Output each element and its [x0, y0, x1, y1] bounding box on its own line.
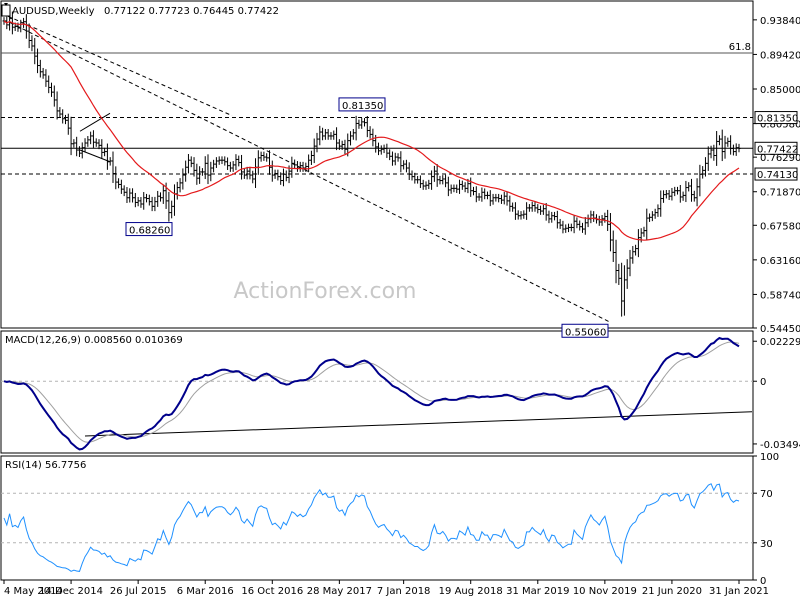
price-y-tick-label: 0.54450 [760, 324, 800, 335]
rsi-y-tick-label: 70 [760, 489, 773, 500]
rsi-y-tick-label: 100 [760, 452, 779, 463]
price-y-tick-label: 0.85000 [760, 85, 800, 96]
pattern-line [79, 112, 111, 132]
price-annotation-box [561, 323, 609, 338]
price-annotation: 0.68260 [129, 226, 170, 237]
pane-frame-macd [0, 330, 754, 454]
price-y-tick-label: 0.67580 [760, 221, 800, 232]
price-y-tick-label: 0.93840 [760, 16, 800, 27]
x-tick-label: 6 Mar 2016 [177, 586, 234, 597]
price-annotation-box [125, 222, 173, 237]
price-y-tick-label: 0.58740 [760, 290, 800, 301]
watermark: ActionForex.com [234, 279, 417, 304]
x-tick-label: 21 Jun 2020 [642, 586, 702, 597]
macd-y-tick-label: 0 [760, 377, 766, 388]
pane-frame-rsi [0, 455, 754, 581]
level-label-box [754, 111, 798, 125]
fibo-label: 61.8 [729, 42, 751, 53]
macd-trendline [84, 411, 753, 437]
level-label: 0.74130 [757, 170, 798, 181]
price-y-tick-label: 0.80580 [760, 120, 800, 131]
macd-title: MACD(12,26,9) 0.008560 0.010369 [5, 335, 183, 346]
moving-average-line [3, 20, 740, 241]
level-label: 0.81350 [757, 114, 798, 125]
x-tick-label: 16 Oct 2016 [241, 586, 303, 597]
ohlc-header: 0.77122 0.77723 0.76445 0.77422 [104, 6, 279, 17]
x-tick-label: 10 Nov 2019 [573, 586, 637, 597]
x-tick-label: 31 Jan 2021 [709, 586, 769, 597]
price-y-tick-label: 0.63160 [760, 256, 800, 267]
price-y-tick-label: 0.71870 [760, 188, 800, 199]
x-tick-label: 28 May 2017 [307, 586, 372, 597]
macd-signal-line [3, 341, 740, 443]
macd-y-tick-label: -0.034948 [760, 440, 800, 451]
rsi-y-tick-label: 30 [760, 539, 773, 550]
macd-y-tick-label: 0.022295 [760, 337, 800, 348]
macd-line [3, 336, 740, 451]
x-tick-label: 14 Dec 2014 [39, 586, 103, 597]
symbol-arrow-icon [4, 3, 8, 6]
price-pane: 0.93840 0.89420 0.85000 0.80580 0.76290 0.718… [1, 3, 800, 338]
symbol-icon [1, 4, 11, 17]
price-annotation: 0.55060 [565, 327, 606, 338]
chart-symbol: AUDUSD,Weekly [12, 6, 95, 17]
x-tick-label: 26 Jul 2015 [110, 586, 167, 597]
macd-pane: MACD(12,26,9) 0.008560 0.010369 0.022295 0… [1, 335, 800, 451]
price-annotation-box [338, 97, 386, 112]
x-tick-label: 19 Aug 2018 [439, 586, 503, 597]
x-tick-label: 4 May 2014 [4, 586, 63, 597]
level-label-box [754, 141, 798, 155]
rsi-y-tick-label: 0 [760, 576, 766, 587]
rsi-title: RSI(14) 56.7756 [5, 460, 86, 471]
rsi-pane: RSI(14) 56.7756 100 70 30 0 [1, 452, 779, 587]
level-label-box [754, 167, 798, 181]
price-y-tick-label: 0.89420 [760, 50, 800, 61]
trendline-dashed [7, 15, 233, 117]
x-tick-label: 31 Mar 2019 [506, 586, 569, 597]
rsi-line [3, 483, 740, 572]
x-tick-label: 7 Jan 2018 [377, 586, 431, 597]
price-y-tick-label: 0.76290 [760, 153, 800, 164]
level-label: 0.77422 [757, 144, 798, 155]
price-annotation: 0.81350 [342, 101, 383, 112]
